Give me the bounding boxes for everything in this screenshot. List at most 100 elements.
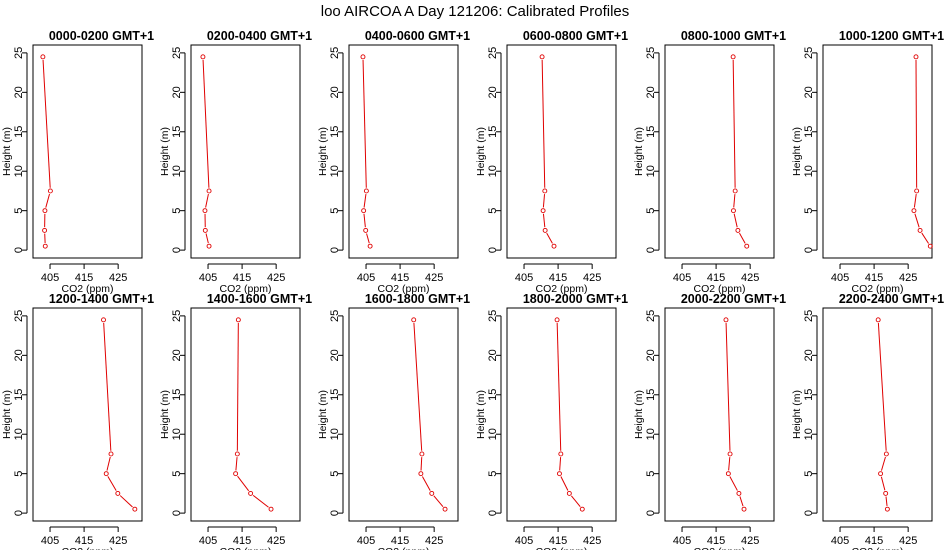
- panel-title: 1200-1400 GMT+1: [49, 292, 154, 306]
- series-line-segment: [734, 194, 735, 207]
- panel-title: 0800-1000 GMT+1: [681, 29, 786, 43]
- series-line-segment: [43, 60, 50, 188]
- data-point: [104, 472, 108, 476]
- y-tick-label: 0: [803, 510, 815, 516]
- series-line-segment: [881, 457, 885, 471]
- series-line-segment: [733, 60, 735, 188]
- y-tick-label: 15: [171, 126, 183, 138]
- panel-title: 0200-0400 GMT+1: [207, 29, 312, 43]
- data-point: [742, 507, 746, 511]
- y-tick-label: 25: [803, 310, 815, 322]
- data-point: [726, 472, 730, 476]
- series-line-segment: [726, 323, 730, 451]
- data-point: [203, 209, 207, 213]
- data-point: [724, 318, 728, 322]
- series-line-segment: [739, 233, 745, 243]
- series-line-segment: [561, 477, 568, 491]
- y-tick-label: 0: [171, 247, 183, 253]
- data-point: [419, 472, 423, 476]
- data-point: [41, 55, 45, 59]
- series-line-segment: [107, 457, 110, 471]
- data-point: [201, 55, 205, 59]
- y-tick-label: 5: [803, 471, 815, 477]
- panel-title: 0000-0200 GMT+1: [49, 29, 154, 43]
- data-point: [540, 55, 544, 59]
- y-tick-label: 10: [645, 428, 657, 440]
- data-point: [43, 228, 47, 232]
- data-point: [736, 228, 740, 232]
- x-axis-label: CO2 (ppm): [852, 546, 904, 550]
- y-tick-label: 20: [487, 349, 499, 361]
- x-tick-label: 405: [673, 272, 691, 284]
- panel-title: 1400-1600 GMT+1: [207, 292, 312, 306]
- y-tick-label: 10: [329, 165, 341, 177]
- series-line-segment: [557, 323, 561, 451]
- y-tick-label: 0: [645, 510, 657, 516]
- y-axis-label: Height (m): [159, 127, 171, 176]
- data-point: [412, 318, 416, 322]
- x-tick-label: 405: [357, 272, 375, 284]
- series-line-segment: [915, 214, 919, 228]
- y-tick-label: 15: [329, 126, 341, 138]
- data-point: [555, 318, 559, 322]
- y-axis-label: Height (m): [475, 390, 487, 439]
- data-point: [884, 452, 888, 456]
- panel-title: 2200-2400 GMT+1: [839, 292, 944, 306]
- y-tick-label: 10: [171, 428, 183, 440]
- y-tick-label: 25: [487, 310, 499, 322]
- y-tick-label: 20: [645, 349, 657, 361]
- y-tick-label: 5: [329, 471, 341, 477]
- y-tick-label: 15: [329, 389, 341, 401]
- series-line-segment: [363, 60, 366, 188]
- y-tick-label: 15: [171, 389, 183, 401]
- y-tick-label: 10: [329, 428, 341, 440]
- data-point: [236, 318, 240, 322]
- data-point: [918, 228, 922, 232]
- y-axis-label: Height (m): [1, 390, 13, 439]
- y-tick-label: 25: [329, 47, 341, 59]
- series-line-segment: [543, 194, 544, 207]
- data-point: [733, 189, 737, 193]
- y-tick-label: 10: [803, 428, 815, 440]
- y-tick-label: 15: [645, 389, 657, 401]
- data-point: [203, 228, 207, 232]
- x-tick-label: 405: [199, 272, 217, 284]
- data-point: [543, 189, 547, 193]
- x-tick-label: 405: [357, 535, 375, 547]
- y-tick-label: 15: [13, 389, 25, 401]
- panel-title: 0600-0800 GMT+1: [523, 29, 628, 43]
- y-tick-label: 15: [487, 389, 499, 401]
- y-tick-label: 10: [487, 165, 499, 177]
- data-point: [737, 491, 741, 495]
- y-tick-label: 10: [171, 165, 183, 177]
- data-point: [879, 472, 883, 476]
- series-line-segment: [434, 496, 443, 507]
- y-tick-label: 5: [329, 208, 341, 214]
- plot-frame: [823, 308, 932, 521]
- y-tick-label: 20: [329, 86, 341, 98]
- y-tick-label: 0: [171, 510, 183, 516]
- data-point: [885, 507, 889, 511]
- y-tick-label: 20: [171, 349, 183, 361]
- plot-frame: [349, 308, 458, 521]
- panel-title: 0400-0600 GMT+1: [365, 29, 470, 43]
- data-point: [914, 55, 918, 59]
- data-point: [915, 189, 919, 193]
- y-axis-label: Height (m): [791, 390, 803, 439]
- series-line-segment: [238, 476, 249, 491]
- y-axis-label: Height (m): [317, 127, 329, 176]
- x-axis-label: CO2 (ppm): [378, 546, 430, 550]
- data-point: [731, 209, 735, 213]
- series-line-segment: [46, 194, 50, 208]
- series-line-segment: [571, 496, 580, 507]
- x-axis-label: CO2 (ppm): [220, 546, 272, 550]
- y-axis-label: Height (m): [1, 127, 13, 176]
- series-line-segment: [237, 323, 238, 451]
- series-line-segment: [253, 495, 268, 507]
